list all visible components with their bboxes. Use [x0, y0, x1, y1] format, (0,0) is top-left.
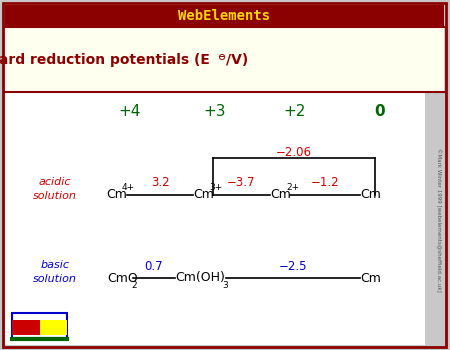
Text: Cm: Cm: [360, 189, 381, 202]
Text: Cm: Cm: [106, 189, 127, 202]
Bar: [12, 313, 67, 338]
Text: WebElements: WebElements: [178, 9, 270, 23]
Bar: [40, 320, 67, 335]
Text: −3.7: −3.7: [227, 176, 255, 189]
Text: +3: +3: [204, 105, 226, 119]
Text: −2.06: −2.06: [276, 146, 312, 159]
Text: 3.2: 3.2: [151, 176, 169, 189]
Bar: [12, 320, 40, 335]
Text: −1.2: −1.2: [310, 176, 339, 189]
Text: solution: solution: [33, 191, 77, 201]
Text: acidic: acidic: [39, 177, 71, 187]
Text: 0.7: 0.7: [145, 259, 163, 273]
Text: Cm(OH): Cm(OH): [175, 272, 225, 285]
Text: +4: +4: [119, 105, 141, 119]
Bar: [5, 27, 444, 92]
Text: −2.5: −2.5: [279, 259, 307, 273]
Text: ⊖: ⊖: [217, 52, 225, 62]
Text: 2+: 2+: [286, 183, 299, 192]
Text: Cm: Cm: [193, 189, 214, 202]
Text: basic: basic: [40, 260, 69, 270]
Text: +2: +2: [284, 105, 306, 119]
Text: Cm: Cm: [270, 189, 291, 202]
Text: 2: 2: [131, 280, 137, 289]
Text: Cm: Cm: [360, 272, 381, 285]
Text: 3: 3: [222, 280, 228, 289]
Text: ©Mark Winter 1999 [webelements@sheffield.ac.uk]: ©Mark Winter 1999 [webelements@sheffield…: [435, 148, 441, 292]
Bar: [5, 92, 425, 345]
Text: 0: 0: [375, 105, 385, 119]
Text: 4+: 4+: [122, 183, 135, 192]
Text: CmO: CmO: [107, 272, 138, 285]
Text: solution: solution: [33, 274, 77, 284]
Text: /V): /V): [226, 53, 248, 67]
Text: 3+: 3+: [209, 183, 222, 192]
Bar: [5, 5, 444, 27]
Text: Standard reduction potentials (E: Standard reduction potentials (E: [0, 53, 215, 67]
